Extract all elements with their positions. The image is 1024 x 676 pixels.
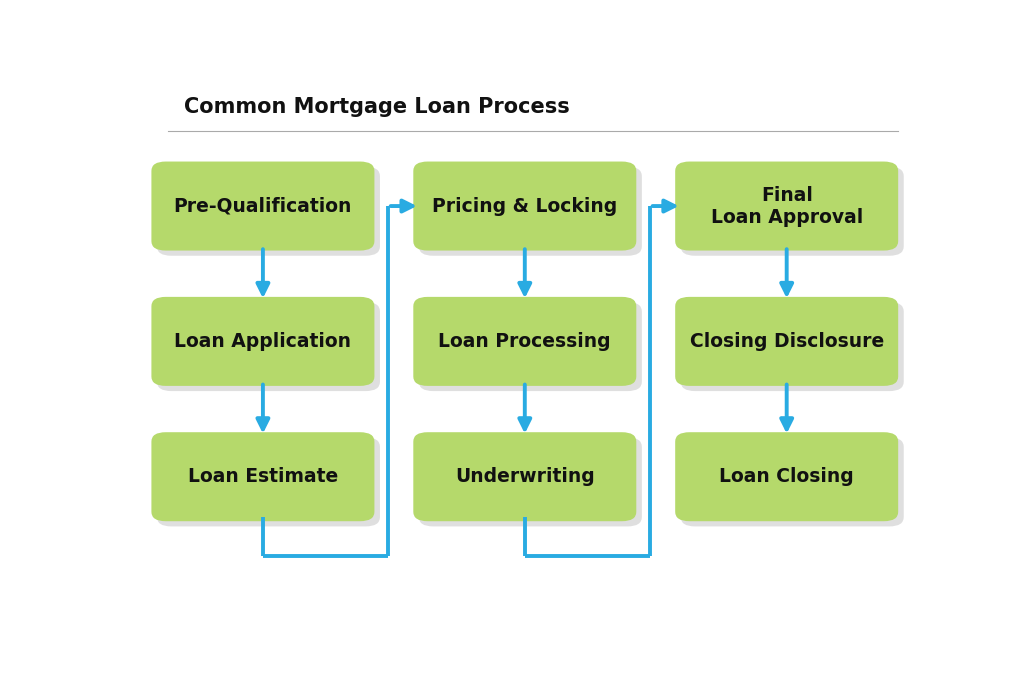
FancyBboxPatch shape [419, 167, 642, 256]
FancyBboxPatch shape [157, 437, 380, 527]
FancyBboxPatch shape [152, 162, 375, 251]
Text: Loan Closing: Loan Closing [719, 467, 854, 486]
Text: Pre-Qualification: Pre-Qualification [174, 197, 352, 216]
FancyBboxPatch shape [152, 297, 375, 386]
FancyBboxPatch shape [419, 437, 642, 527]
FancyBboxPatch shape [414, 162, 636, 251]
Text: Final
Loan Approval: Final Loan Approval [711, 185, 863, 226]
FancyBboxPatch shape [419, 302, 642, 391]
FancyBboxPatch shape [681, 167, 904, 256]
FancyBboxPatch shape [681, 437, 904, 527]
Text: Pricing & Locking: Pricing & Locking [432, 197, 617, 216]
FancyBboxPatch shape [681, 302, 904, 391]
Text: Loan Estimate: Loan Estimate [187, 467, 338, 486]
Text: Common Mortgage Loan Process: Common Mortgage Loan Process [183, 97, 569, 117]
FancyBboxPatch shape [414, 432, 636, 521]
FancyBboxPatch shape [152, 432, 375, 521]
FancyBboxPatch shape [675, 162, 898, 251]
Text: Underwriting: Underwriting [455, 467, 595, 486]
FancyBboxPatch shape [675, 297, 898, 386]
FancyBboxPatch shape [675, 432, 898, 521]
Text: Closing Disclosure: Closing Disclosure [689, 332, 884, 351]
Text: Loan Application: Loan Application [174, 332, 351, 351]
FancyBboxPatch shape [157, 302, 380, 391]
FancyBboxPatch shape [157, 167, 380, 256]
Text: Loan Processing: Loan Processing [438, 332, 611, 351]
FancyBboxPatch shape [414, 297, 636, 386]
